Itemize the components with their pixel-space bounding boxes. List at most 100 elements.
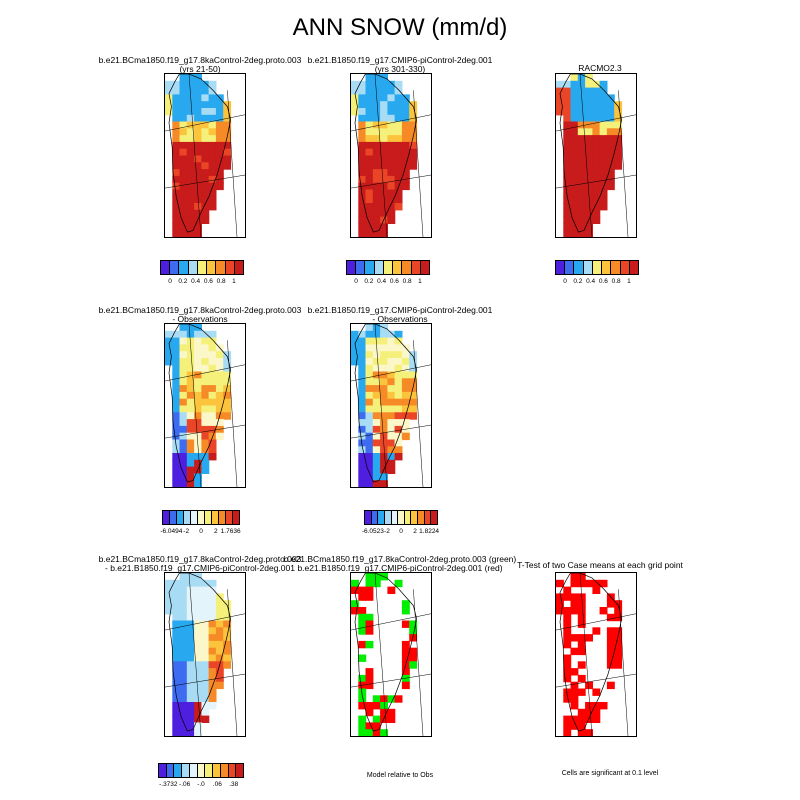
grid-cell <box>409 371 418 379</box>
grid-cell <box>556 600 564 608</box>
grid-cell <box>401 148 410 157</box>
grid-cell <box>215 351 224 359</box>
grid-cell <box>194 661 202 669</box>
colorbar-cb6: -.3732 -.06 -.0 .06 .38 <box>158 763 244 791</box>
grid-cell <box>201 674 210 683</box>
grid-cell <box>186 148 195 157</box>
grid-cell <box>401 398 410 407</box>
grid-cell <box>215 364 224 373</box>
colorbar-tick-label: 0.2 <box>364 278 374 285</box>
grid-cell <box>380 87 388 95</box>
grid-cell <box>585 148 593 157</box>
grid-cell <box>372 337 381 345</box>
grid-cell <box>165 337 173 345</box>
grid-cell <box>585 189 593 197</box>
grid-cell <box>201 627 210 635</box>
grid-cell <box>401 182 410 191</box>
coastline <box>559 573 622 732</box>
grid-cell <box>365 196 374 204</box>
grid-cell <box>179 446 188 454</box>
panel-title-p6: b.e21.BCma1850.f19_g17.8kaControl-2deg.p… <box>70 555 330 573</box>
grid-cell <box>186 209 195 218</box>
grid-cell <box>194 121 202 129</box>
grid-cell <box>194 330 202 339</box>
grid-cell <box>186 425 195 434</box>
grid-cell <box>208 586 217 594</box>
grid-cell <box>372 480 381 487</box>
grid-cell <box>201 364 210 373</box>
grid-cell <box>577 715 586 723</box>
grid-cell <box>365 162 374 170</box>
colorbar-swatch <box>197 261 208 274</box>
grid-cell <box>380 114 388 123</box>
grid-cell <box>592 189 601 197</box>
grid-cell <box>599 155 608 163</box>
grid-cell <box>194 80 202 89</box>
grid-cell <box>394 114 403 123</box>
graticule-line <box>351 114 431 132</box>
grid-cell <box>201 439 210 447</box>
grid-cell <box>201 681 210 690</box>
grid-cell <box>387 94 396 102</box>
colorbar-tick-label: 0 <box>354 278 358 285</box>
colorbar-swatch <box>420 261 429 274</box>
grid-cell <box>599 702 608 710</box>
grid-cell <box>365 101 374 109</box>
grid-cell <box>380 101 388 109</box>
grid-cell <box>372 203 381 211</box>
grid-cell <box>372 385 381 393</box>
grid-cell <box>372 364 381 373</box>
grid-cell <box>577 114 586 123</box>
grid-cell <box>215 121 224 129</box>
grid-cell <box>409 155 418 163</box>
grid-cell <box>186 432 195 441</box>
grid-cell <box>365 405 374 413</box>
grid-cell <box>380 398 388 407</box>
grid-cell <box>585 203 593 211</box>
grid-cell <box>358 398 367 407</box>
grid-cell <box>380 459 388 468</box>
grid-cell <box>563 613 572 622</box>
grid-cell <box>186 674 195 683</box>
colorbar-swatch <box>220 764 229 777</box>
grid-cell <box>358 87 367 95</box>
grid-cell <box>387 439 396 447</box>
grid-cell <box>592 203 601 211</box>
grid-cell <box>409 654 418 662</box>
grid-cell <box>563 661 572 669</box>
grid-cell <box>380 203 388 211</box>
grid-cell <box>208 94 217 102</box>
grid-cell <box>570 80 579 89</box>
panel-title-line2: (yrs 301-330) <box>374 64 426 74</box>
grid-cell <box>387 101 396 109</box>
grid-cell <box>208 196 217 204</box>
grid-cell <box>172 668 181 676</box>
grid-cell <box>599 169 608 177</box>
grid-cell <box>614 101 623 109</box>
grid-cell <box>358 148 367 157</box>
graticule-line <box>413 90 424 237</box>
grid-cell <box>186 155 195 163</box>
colorbar-swatch <box>182 764 190 777</box>
grid-cell <box>208 398 217 407</box>
grid-cell <box>172 654 181 662</box>
grid-cell <box>186 573 195 581</box>
grid-cell <box>179 344 188 352</box>
grid-cell <box>592 586 601 594</box>
grid-cell <box>563 715 572 723</box>
grid-cell <box>172 473 181 481</box>
grid-cell <box>380 169 388 177</box>
grid-cell <box>351 351 359 359</box>
grid-cell <box>365 371 374 379</box>
grid-cell <box>223 398 232 407</box>
grid-cell <box>351 80 359 89</box>
grid-cell <box>223 412 232 420</box>
grid-cell <box>215 654 224 662</box>
grid-cell <box>556 80 564 89</box>
grid-cell <box>577 607 586 615</box>
grid-cell <box>358 419 367 427</box>
grid-cell <box>358 722 367 730</box>
grid-cell <box>365 128 374 136</box>
grid-cell <box>186 223 195 231</box>
grid-cell <box>194 135 202 143</box>
